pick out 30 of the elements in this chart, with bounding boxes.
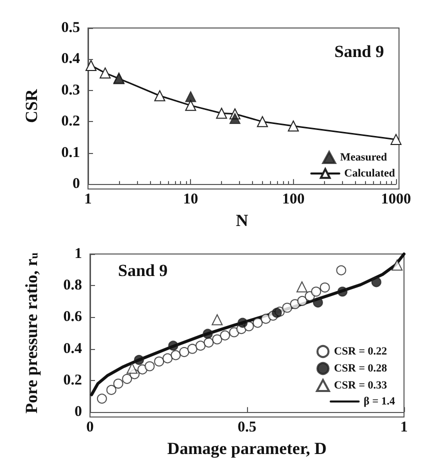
- y-tick-label: 0: [74, 404, 82, 420]
- x-tick-label: 100: [282, 192, 305, 208]
- y-tick-label: 0.5: [61, 20, 80, 36]
- y-tick-label: 0: [72, 176, 80, 192]
- x-tick-label: 0.5: [238, 420, 256, 436]
- legend-label: CSR = 0.22: [334, 346, 388, 358]
- y-tick-label: 0.3: [61, 82, 80, 98]
- y-tick-label: 0.2: [63, 372, 82, 388]
- legend-label: CSR = 0.33: [334, 380, 388, 392]
- legend-label: Calculated: [344, 168, 396, 180]
- legend-label: Measured: [340, 152, 388, 164]
- x-tick-label: 1000: [381, 192, 411, 208]
- legend-label: β = 1.4: [364, 396, 396, 408]
- x-tick-label: 1: [400, 420, 408, 436]
- x-axis-title: N: [236, 211, 249, 230]
- annotation: Sand 9: [118, 261, 168, 280]
- y-axis-title: Pore pressure ratio, ru: [22, 252, 41, 414]
- y-tick-label: 0.2: [61, 114, 80, 130]
- annotation: Sand 9: [334, 42, 384, 61]
- y-tick-label: 0.4: [63, 340, 82, 357]
- y-axis-title: CSR: [22, 88, 41, 124]
- y-tick-label: 0.1: [61, 144, 80, 161]
- y-tick-label: 1: [74, 246, 82, 262]
- y-tick-label: 0.8: [63, 278, 82, 294]
- x-axis-title: Damage parameter, D: [167, 439, 327, 458]
- y-tick-label: 0.6: [63, 309, 82, 326]
- x-tick-label: 10: [183, 192, 198, 208]
- legend-label: CSR = 0.28: [334, 362, 388, 374]
- y-tick-label: 0.4: [61, 51, 80, 68]
- x-tick-label: 0: [86, 420, 94, 436]
